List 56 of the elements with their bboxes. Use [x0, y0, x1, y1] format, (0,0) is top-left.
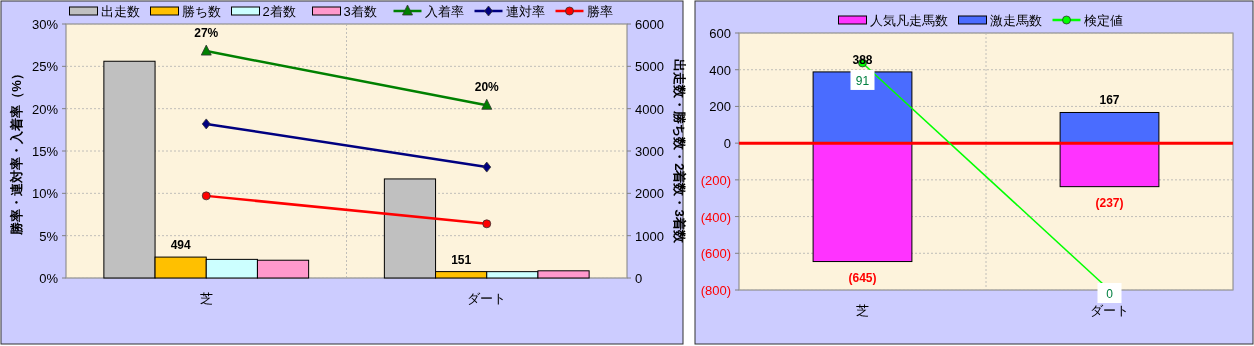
data-label: (237) [1095, 195, 1124, 210]
y2-tick-label: 5000 [635, 59, 664, 75]
data-label: 91 [855, 73, 870, 88]
legend-label: 人気凡走馬数 [869, 13, 948, 28]
y-axis-title: 勝率・連対率・入着率（%） [9, 67, 24, 236]
legend-label: 勝率 [586, 4, 613, 19]
legend-label: 激走馬数 [989, 13, 1042, 28]
y-tick-label: 0% [39, 271, 59, 286]
data-label: 494 [170, 238, 191, 253]
legend-label: 3着数 [343, 4, 377, 19]
legend-label: 検定値 [1083, 13, 1123, 28]
y2-tick-label: 2000 [635, 186, 664, 202]
y2-axis-title: 出走数・勝ち数・2着数・3着数 [672, 59, 687, 244]
bar [812, 71, 913, 144]
legend-label: 出走数 [100, 4, 140, 19]
y2-tick-label: 6000 [635, 17, 664, 32]
point [201, 118, 211, 130]
y-tick-label: 30% [31, 17, 59, 32]
bar [1059, 111, 1160, 144]
data-label: 0 [1106, 287, 1114, 301]
y-tick-label: 5% [39, 228, 59, 244]
y2-tick-label: 1000 [635, 228, 664, 244]
x-tick-label: ダート [1090, 303, 1129, 318]
data-label: 20% [474, 80, 500, 95]
y-tick-label: (600) [700, 246, 731, 262]
y-tick-label: 200 [709, 99, 731, 115]
y-tick-label: (400) [700, 209, 731, 225]
x-tick-label: ダート [467, 291, 507, 306]
y-tick-label: (800) [700, 283, 731, 298]
point [482, 161, 492, 173]
data-label: 167 [1099, 93, 1120, 108]
x-tick-label: 芝 [199, 291, 213, 306]
legend-label: 勝ち数 [181, 4, 221, 19]
y-tick-label: 20% [31, 101, 59, 117]
y-tick-label: 15% [31, 144, 59, 159]
data-label: 388 [852, 52, 873, 67]
y-tick-label: 25% [31, 59, 59, 75]
y-tick-label: 0 [723, 136, 731, 152]
y-tick-label: 400 [709, 62, 731, 78]
point [482, 219, 492, 229]
legend-label: 入着率 [424, 4, 464, 19]
legend-label: 連対率 [505, 4, 545, 19]
y-tick-label: 600 [709, 26, 731, 41]
y-tick-label: 10% [31, 186, 59, 202]
y-tick-label: (200) [700, 172, 731, 188]
y2-tick-label: 3000 [635, 144, 664, 159]
data-label: (645) [848, 270, 877, 285]
bar [1059, 142, 1160, 188]
data-label: 27% [194, 26, 219, 41]
bar [812, 142, 913, 263]
legend-label: 2着数 [262, 4, 296, 19]
x-tick-label: 芝 [856, 303, 869, 318]
point [201, 191, 211, 201]
y2-tick-label: 0 [635, 271, 643, 286]
y2-tick-label: 4000 [635, 101, 664, 117]
data-label: 151 [451, 252, 472, 267]
